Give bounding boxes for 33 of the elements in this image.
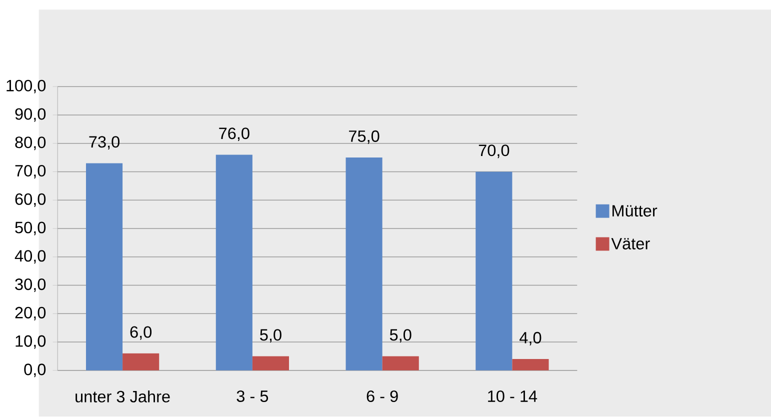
bar [382, 356, 419, 371]
bar [346, 158, 382, 371]
data-label: 70,0 [478, 144, 510, 158]
y-tick-label: 30,0 [15, 278, 46, 292]
y-tick-label: 0,0 [24, 364, 46, 378]
x-tick-label: 3 - 5 [236, 390, 268, 402]
y-tick-label: 90,0 [15, 108, 46, 122]
data-label: 76,0 [219, 128, 250, 142]
data-label: 75,0 [349, 130, 380, 144]
y-tick-label: 20,0 [15, 307, 46, 321]
bar [252, 356, 289, 371]
x-tick-label: 6 - 9 [366, 390, 398, 402]
bar [512, 359, 549, 371]
bar [122, 354, 160, 371]
y-tick-label: 60,0 [15, 194, 46, 208]
y-tick-label: 100,0 [6, 80, 46, 94]
data-label: 73,0 [89, 136, 120, 150]
legend-label: Mütter [612, 205, 658, 217]
y-tick-label: 70,0 [15, 165, 46, 179]
data-label: 5,0 [390, 329, 412, 343]
y-tick-label: 50,0 [15, 222, 46, 236]
bar [476, 172, 512, 371]
data-label: 6,0 [130, 326, 152, 340]
data-label: 4,0 [520, 332, 542, 346]
x-tick-label: 10 - 14 [488, 390, 538, 402]
legend-label: Väter [611, 238, 650, 250]
bar [216, 154, 252, 371]
y-tick-label: 10,0 [16, 335, 46, 349]
x-tick-label: unter 3 Jahre [76, 390, 170, 403]
data-label: 5,0 [260, 329, 282, 343]
y-tick-label: 40,0 [14, 250, 46, 264]
bar [86, 163, 123, 371]
y-tick-label: 80,0 [15, 136, 46, 150]
